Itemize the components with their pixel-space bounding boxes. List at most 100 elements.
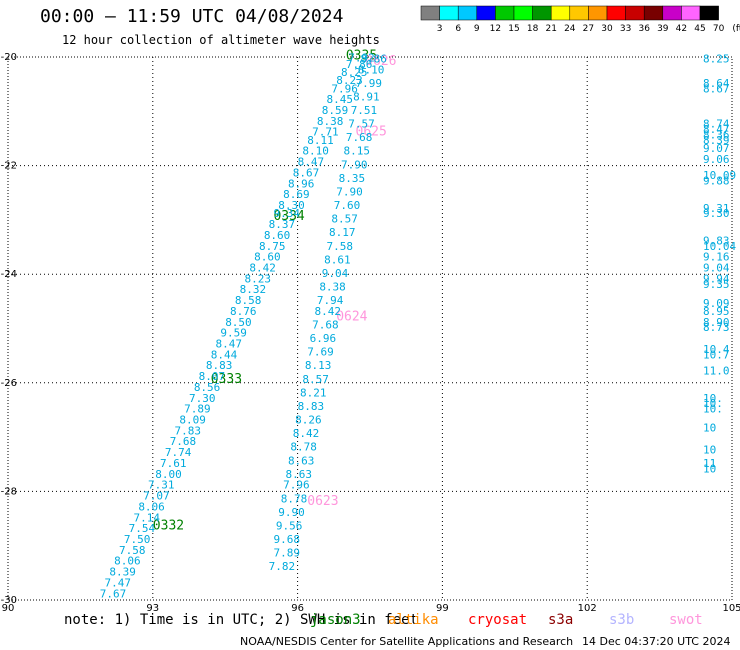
y-tick-label: -28	[1, 486, 17, 497]
wave-height-label: 7.89	[273, 547, 300, 560]
wave-height-label: 8.44	[211, 348, 238, 361]
wave-height-label: 9.90	[278, 506, 305, 519]
satellite-altika: altika	[388, 612, 439, 628]
wave-height-label: 7.90	[336, 185, 363, 198]
wave-height-label: 8.23	[336, 74, 363, 87]
wave-height-label: 8.11	[307, 134, 334, 147]
wave-height-label: 8.10	[302, 145, 329, 158]
wave-height-label: 10.7	[703, 348, 730, 361]
wave-height-label: 8.09	[179, 414, 206, 427]
jason3-time-label: 0332	[153, 518, 184, 533]
wave-height-label: 7.68	[312, 319, 339, 332]
wave-height-label: 8.78	[290, 441, 317, 454]
legend-label: 18	[527, 24, 539, 34]
legend-swatch	[625, 5, 645, 21]
wave-height-label: 10	[703, 422, 716, 435]
wave-height-label: 8.60	[264, 229, 291, 242]
y-tick-label: -30	[1, 595, 17, 606]
wave-height-label: 7.69	[307, 346, 334, 359]
wave-height-label: 7.67	[100, 587, 127, 600]
wave-height-label: 8.47	[216, 338, 243, 351]
wave-height-label: 9.04	[703, 261, 730, 274]
wave-height-label: 9.34	[273, 207, 300, 220]
wave-height-label: 8.76	[230, 305, 257, 318]
wave-height-label: 7.83	[175, 424, 202, 437]
wave-height-label: 8.95	[703, 305, 730, 318]
wave-height-label: 8.69	[283, 188, 310, 201]
wave-height-label: 9.04	[322, 267, 349, 280]
wave-height-label: 8.15	[343, 145, 370, 158]
wave-height-label: 8.42	[293, 427, 320, 440]
legend-label: 12	[490, 24, 501, 34]
legend-swatch	[643, 5, 664, 21]
satellite-cryosat: cryosat	[468, 612, 528, 628]
wave-height-label: 8.47	[298, 156, 325, 169]
wave-height-label: 8.35	[339, 172, 366, 185]
wave-height-label: 10.09	[703, 169, 736, 182]
wave-height-label: 8.38	[319, 280, 346, 293]
wave-height-label: 10	[703, 443, 716, 456]
wave-height-label: 7.30	[189, 392, 216, 405]
wave-height-label: 8.58	[235, 294, 262, 307]
wave-height-label: 8.83	[206, 359, 233, 372]
wave-height-label: 11.0	[703, 365, 730, 378]
wave-height-label: 7.31	[148, 479, 175, 492]
wave-height-label: 7.58	[327, 240, 354, 253]
legend-label: 15	[508, 24, 519, 34]
wave-height-label: 9.09	[703, 297, 730, 310]
legend-label: 27	[583, 24, 594, 34]
wave-height-label: 8.25	[341, 66, 368, 79]
legend-swatch	[569, 5, 589, 21]
wave-height-label: 10.04	[703, 240, 736, 253]
wave-height-label: 7.14	[133, 511, 160, 524]
legend-label: 30	[601, 24, 613, 34]
wave-height-label: 9.59	[220, 327, 247, 340]
wave-height-label: 7.57	[348, 118, 375, 131]
wave-height-label: 8.75	[259, 240, 286, 253]
wave-height-label: 8.67	[293, 166, 320, 179]
legend-swatch	[513, 5, 533, 21]
legend-swatch	[476, 5, 496, 21]
wave-height-label: 10.4	[703, 343, 730, 356]
wave-height-label: 7.86	[346, 58, 373, 71]
wave-height-label: 9.83	[703, 234, 730, 247]
wave-height-label: 7.94	[317, 294, 344, 307]
wave-height-label: 7.60	[334, 199, 361, 212]
wave-height-label: 7.58	[119, 544, 146, 557]
credit-text: NOAA/NESDIS Center for Satellite Applica…	[240, 635, 574, 648]
legend-label: 6	[455, 24, 461, 34]
swot-time-label: 0626	[365, 54, 396, 69]
wave-height-label: 8.06	[114, 555, 141, 568]
legend-label: 36	[638, 24, 650, 34]
wave-height-label: 9.07	[703, 142, 730, 155]
wave-height-label: 7.90	[341, 158, 368, 171]
swot-time-label: 0625	[356, 125, 387, 140]
y-tick-label: -24	[1, 269, 17, 280]
wave-height-label: 8.37	[269, 218, 296, 231]
legend-swatch	[681, 5, 701, 21]
x-tick-label: 105	[722, 603, 740, 614]
wave-height-label: 11	[703, 457, 716, 470]
x-tick-label: 93	[146, 603, 159, 614]
x-tick-label: 102	[578, 603, 597, 614]
wave-height-label: 7.54	[129, 522, 156, 535]
wave-height-label: 8.21	[300, 386, 327, 399]
wave-height-label: 9.88	[703, 175, 730, 188]
legend-swatch	[532, 5, 552, 21]
wave-height-label: 8.32	[240, 283, 267, 296]
swot-time-label: 0624	[336, 309, 367, 324]
footer-note: note: 1) Time is in UTC; 2) SWH is in fe…	[64, 612, 419, 628]
wave-height-label: 8.07	[199, 370, 226, 383]
wave-height-label: 8.90	[703, 316, 730, 329]
legend-swatch	[420, 5, 440, 21]
legend-label: 42	[676, 24, 687, 34]
wave-height-label: 8.39	[703, 134, 730, 147]
jason3-time-label: 0335	[346, 49, 377, 64]
legend-label: 3	[437, 24, 443, 34]
chart-subtitle: 12 hour collection of altimeter wave hei…	[62, 33, 380, 47]
wave-height-label: 9.68	[273, 533, 300, 546]
satellite-jason3: jason3	[310, 612, 361, 628]
wave-height-label: 8.73	[703, 321, 730, 334]
wave-height-label: 8.64	[703, 77, 730, 90]
